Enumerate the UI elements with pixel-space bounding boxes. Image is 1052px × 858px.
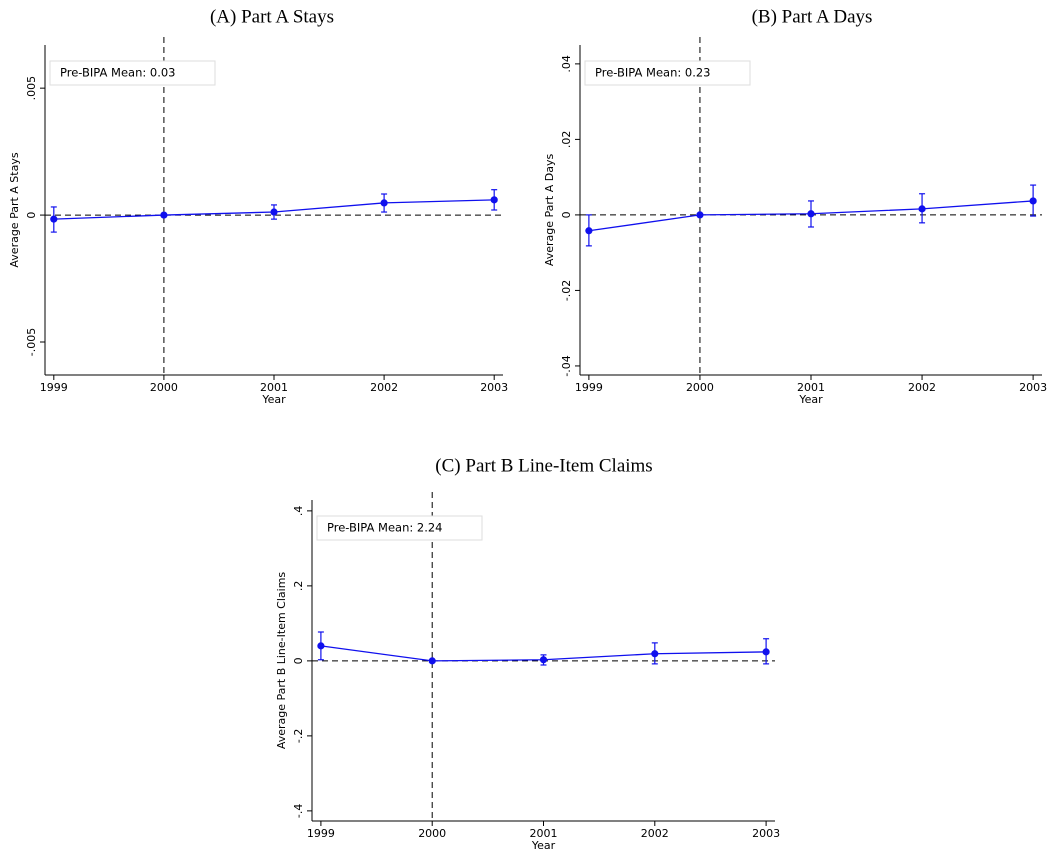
x-axis-label: Year xyxy=(531,839,556,852)
x-tick-label: 1999 xyxy=(575,381,603,394)
annotation-box xyxy=(584,60,751,86)
y-tick-label: -.4 xyxy=(292,804,305,818)
x-tick-label: 2000 xyxy=(686,381,714,394)
y-axis-label: Average Part A Days xyxy=(543,154,556,267)
x-tick-label: 2000 xyxy=(150,381,178,394)
point xyxy=(160,211,168,219)
x-tick-label: 2003 xyxy=(752,827,780,840)
y-tick-label: -.02 xyxy=(560,280,573,301)
y-tick-label: 0 xyxy=(560,211,573,218)
chart-title: (A) Part A Stays xyxy=(210,6,334,27)
y-tick-label: 0 xyxy=(25,212,38,219)
y-tick-label: .005 xyxy=(25,76,38,101)
point xyxy=(762,648,770,656)
y-axis-label: Average Part A Stays xyxy=(8,152,21,267)
annotation-box xyxy=(316,515,483,541)
x-tick-label: 2001 xyxy=(260,381,288,394)
point xyxy=(651,650,659,658)
annotation: Pre-BIPA Mean: 0.03 xyxy=(60,66,176,80)
x-axis-label: Year xyxy=(261,393,286,406)
annotation: Pre-BIPA Mean: 2.24 xyxy=(327,521,443,535)
x-tick-label: 2000 xyxy=(418,827,446,840)
x-tick-label: 1999 xyxy=(40,381,68,394)
y-tick-label: 0 xyxy=(292,657,305,664)
point xyxy=(918,205,926,213)
chart-title: (B) Part A Days xyxy=(752,6,873,27)
y-tick-label: -.04 xyxy=(560,355,573,376)
point xyxy=(807,210,815,218)
y-tick-label: .04 xyxy=(560,55,573,73)
point xyxy=(539,656,548,664)
x-tick-label: 1999 xyxy=(307,827,335,840)
x-tick-label: 2002 xyxy=(908,381,936,394)
chart-title: (C) Part B Line-Item Claims xyxy=(435,455,652,476)
annotation: Pre-BIPA Mean: 0.23 xyxy=(595,66,711,80)
y-axis-label: Average Part B Line-Item Claims xyxy=(275,572,288,750)
point xyxy=(317,642,325,650)
x-tick-label: 2001 xyxy=(797,381,825,394)
point xyxy=(270,208,278,216)
point xyxy=(380,199,388,207)
annotation-box xyxy=(49,60,216,86)
point xyxy=(696,211,704,219)
x-tick-label: 2003 xyxy=(480,381,508,394)
x-axis-label: Year xyxy=(798,393,823,406)
point xyxy=(585,227,593,235)
y-tick-label: .4 xyxy=(292,506,305,517)
x-tick-label: 2002 xyxy=(641,827,669,840)
y-tick-label: .2 xyxy=(292,581,305,592)
point xyxy=(490,196,498,204)
point xyxy=(428,657,436,665)
y-tick-label: .02 xyxy=(560,131,573,149)
y-tick-label: -.2 xyxy=(292,729,305,743)
x-tick-label: 2003 xyxy=(1019,381,1047,394)
x-tick-label: 2001 xyxy=(530,827,558,840)
x-tick-label: 2002 xyxy=(370,381,398,394)
y-tick-label: -.005 xyxy=(25,328,38,356)
point xyxy=(1029,197,1037,205)
point xyxy=(50,215,58,223)
